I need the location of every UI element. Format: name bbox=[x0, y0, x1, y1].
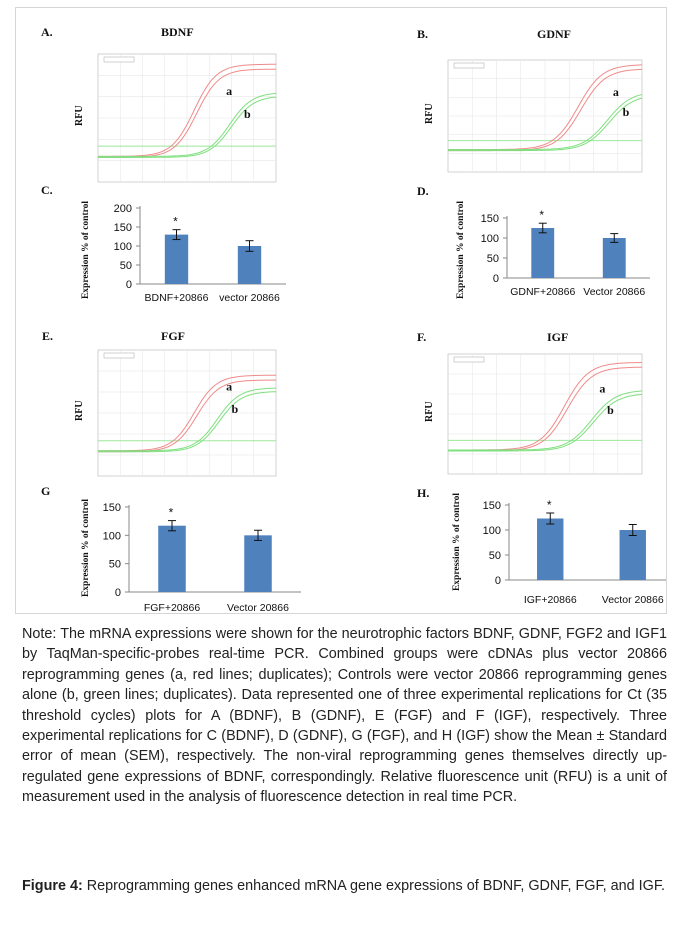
curve-a-label: a bbox=[613, 85, 619, 99]
y-tick-label: 50 bbox=[487, 253, 499, 265]
pcr-legend-box bbox=[103, 56, 135, 63]
curve-b-green bbox=[448, 94, 643, 151]
panel-label: D. bbox=[417, 184, 429, 198]
x-category-label: BDNF+20866 bbox=[145, 292, 209, 304]
y-tick-label: 0 bbox=[493, 273, 499, 285]
x-category-label: IGF+20866 bbox=[524, 594, 577, 606]
y-tick-label: 150 bbox=[114, 222, 132, 234]
bar-y-axis-label: Expression % of control bbox=[452, 493, 462, 591]
pcr-y-label: RFU bbox=[74, 105, 85, 126]
panel-label: E. bbox=[42, 329, 53, 343]
panel-label: A. bbox=[41, 25, 53, 39]
bar bbox=[602, 238, 626, 278]
curve-a-label: a bbox=[599, 381, 605, 395]
bar-y-axis-label: Expression % of control bbox=[456, 201, 466, 299]
significance-asterisk: * bbox=[547, 498, 552, 512]
panel-title: BDNF bbox=[161, 25, 194, 39]
y-tick-label: 200 bbox=[114, 203, 132, 215]
bar bbox=[531, 228, 555, 278]
pcr-y-label: RFU bbox=[74, 400, 85, 421]
curve-a-label: a bbox=[226, 84, 232, 98]
curve-b-label: b bbox=[232, 402, 239, 416]
panel-label: H. bbox=[417, 486, 429, 500]
panel-title: IGF bbox=[547, 330, 568, 344]
panel-label: C. bbox=[41, 183, 53, 197]
bar bbox=[164, 234, 189, 284]
curve-b-label: b bbox=[623, 105, 630, 119]
panel-label: F. bbox=[417, 330, 426, 344]
pcr-legend-box bbox=[453, 356, 485, 363]
y-tick-label: 150 bbox=[483, 500, 501, 512]
x-category-label: GDNF+20866 bbox=[510, 286, 575, 298]
curve-b-green bbox=[448, 390, 643, 451]
curve-b-green bbox=[448, 97, 643, 152]
curve-a-label: a bbox=[226, 379, 232, 393]
x-category-label: Vector 20866 bbox=[227, 602, 289, 613]
bar bbox=[158, 525, 186, 592]
curve-b-green bbox=[98, 387, 277, 452]
curve-b-label: b bbox=[244, 107, 251, 121]
y-tick-label: 100 bbox=[481, 233, 499, 245]
y-tick-label: 150 bbox=[103, 502, 121, 514]
x-category-label: vector 20866 bbox=[219, 292, 280, 304]
bar bbox=[237, 246, 262, 284]
figure-caption: Figure 4: Reprogramming genes enhanced m… bbox=[22, 876, 667, 896]
curve-b-green bbox=[98, 96, 277, 158]
bar bbox=[619, 530, 646, 580]
bar-y-axis-label: Expression % of control bbox=[81, 201, 91, 299]
y-tick-label: 50 bbox=[109, 559, 121, 571]
y-tick-label: 0 bbox=[495, 575, 501, 587]
x-category-label: Vector 20866 bbox=[602, 594, 664, 606]
pcr-legend-box bbox=[103, 352, 135, 359]
pcr-legend-box bbox=[453, 62, 485, 69]
figure-4: A. BDNF RFU a b B. GDNF RFU a b E. FGF RFU a b F. IGF RFU… bbox=[15, 7, 667, 614]
y-tick-label: 100 bbox=[103, 530, 121, 542]
x-category-label: FGF+20866 bbox=[144, 602, 200, 613]
significance-asterisk: * bbox=[539, 208, 544, 222]
bar bbox=[244, 535, 272, 592]
curve-b-label: b bbox=[607, 403, 614, 417]
y-tick-label: 0 bbox=[115, 587, 121, 599]
y-tick-label: 150 bbox=[481, 213, 499, 225]
x-category-label: Vector 20866 bbox=[583, 286, 645, 298]
curve-b-green bbox=[98, 391, 277, 453]
y-tick-label: 100 bbox=[483, 525, 501, 537]
significance-asterisk: * bbox=[169, 506, 174, 520]
curve-b-green bbox=[98, 92, 277, 157]
y-tick-label: 100 bbox=[114, 241, 132, 253]
panel-title: GDNF bbox=[537, 27, 571, 41]
figure-note: Note: The mRNA expressions were shown fo… bbox=[22, 626, 667, 806]
panel-label: B. bbox=[417, 27, 428, 41]
y-tick-label: 50 bbox=[120, 260, 132, 272]
caption-label: Figure 4: bbox=[22, 878, 83, 894]
bar-y-axis-label: Expression % of control bbox=[81, 499, 91, 597]
y-tick-label: 50 bbox=[489, 550, 501, 562]
significance-asterisk: * bbox=[173, 215, 178, 229]
pcr-y-label: RFU bbox=[424, 401, 435, 422]
y-tick-label: 0 bbox=[126, 279, 132, 291]
bar bbox=[537, 518, 564, 580]
curve-b-green bbox=[448, 393, 643, 452]
panel-title: FGF bbox=[161, 329, 185, 343]
pcr-y-label: RFU bbox=[424, 103, 435, 124]
caption-text: Reprogramming genes enhanced mRNA gene e… bbox=[82, 878, 666, 894]
panel-label: G bbox=[41, 484, 50, 498]
